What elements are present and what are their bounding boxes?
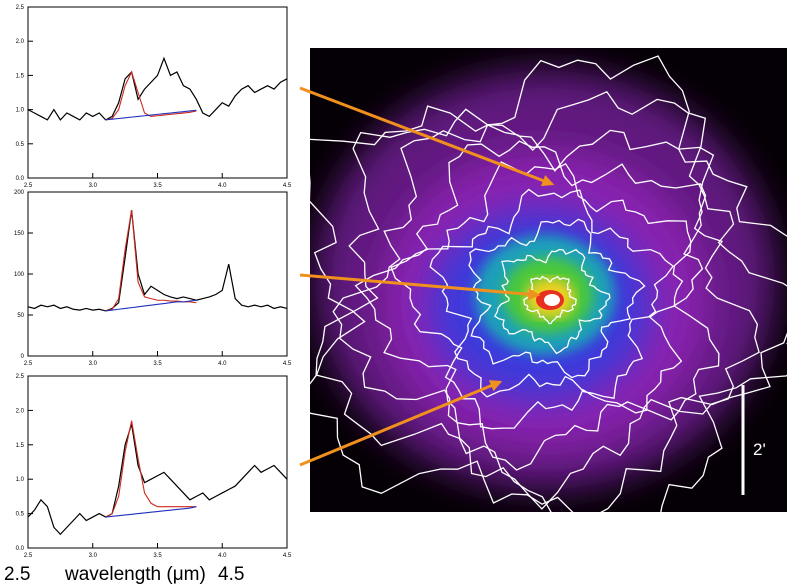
contours [310, 55, 787, 512]
y-tick-label: 100 [14, 272, 25, 278]
x-tick-label: 3.0 [89, 361, 98, 367]
caption-left: 2.5 [4, 564, 30, 585]
arrow [299, 86, 555, 187]
caption-right: 4.5 [218, 564, 244, 585]
y-tick-label: 50 [17, 313, 24, 319]
x-tick-label: 3.0 [89, 553, 98, 559]
y-tick-label: 2.5 [16, 374, 25, 380]
y-tick-label: 2.0 [16, 408, 25, 414]
x-tick-label: 2.5 [24, 361, 33, 367]
y-tick-label: 0 [21, 354, 25, 360]
arrows [299, 86, 555, 467]
scale-label: 2' [753, 440, 766, 459]
y-tick-label: 200 [14, 190, 25, 196]
spectrum-line [27, 423, 288, 536]
spectrum-line [105, 70, 197, 121]
x-tick-label: 4.5 [283, 183, 292, 189]
contour [332, 124, 760, 510]
x-tick-label: 4.5 [283, 553, 292, 559]
contour [468, 218, 646, 379]
y-tick-label: 1.0 [16, 477, 25, 483]
contour [523, 275, 577, 325]
x-tick-label: 3.5 [153, 553, 162, 559]
y-tick-label: 2.5 [16, 5, 25, 11]
plot-frame [27, 6, 288, 179]
caption-label: wavelength (μm) [64, 564, 206, 585]
x-tick-label: 2.5 [24, 183, 33, 189]
spectrum-panel: 2.5 3.0 3.5 4.0 4.5 0.0 0.5 1.0 1.5 2.0 2.5 [16, 374, 292, 559]
y-tick-label: 150 [14, 231, 25, 237]
spectrum-panel: 2.5 3.0 3.5 4.0 4.5 0.0 0.5 1.0 1.5 2.0 2.5 [16, 5, 292, 189]
arrow [299, 273, 541, 301]
x-tick-label: 3.5 [153, 361, 162, 367]
x-tick-label: 3.0 [89, 183, 98, 189]
y-tick-label: 0.0 [16, 546, 25, 552]
x-tick-label: 2.5 [24, 553, 33, 559]
y-tick-label: 1.0 [16, 108, 25, 114]
contour [354, 140, 720, 471]
y-tick-label: 1.5 [16, 73, 25, 79]
spectrum-line [105, 109, 197, 121]
x-tick-label: 4.0 [218, 553, 227, 559]
spectrum-line [27, 56, 288, 121]
plot-frame [27, 375, 288, 549]
x-tick-label: 4.0 [218, 183, 227, 189]
x-tick-label: 3.5 [153, 183, 162, 189]
sky-image [310, 48, 787, 512]
contour [310, 55, 787, 512]
spectrum-line [105, 420, 197, 518]
y-tick-label: 0.0 [16, 176, 25, 182]
y-tick-label: 2.0 [16, 39, 25, 45]
x-tick-label: 4.5 [283, 361, 292, 367]
x-tick-label: 4.0 [218, 361, 227, 367]
contour [494, 248, 611, 355]
spectrum-line [27, 209, 288, 312]
spectrum-line [105, 299, 197, 312]
contour [390, 161, 692, 430]
arrow [299, 380, 503, 467]
y-tick-label: 0.5 [16, 142, 25, 148]
spectrum-panel: 2.5 3.0 3.5 4.0 4.5 0 50 100 150 200 [14, 190, 292, 367]
spectrum-line [105, 506, 197, 518]
contour [429, 188, 675, 399]
y-tick-label: 1.5 [16, 443, 25, 449]
contour [315, 90, 787, 512]
plot-frame [27, 191, 288, 357]
y-tick-label: 0.5 [16, 512, 25, 518]
